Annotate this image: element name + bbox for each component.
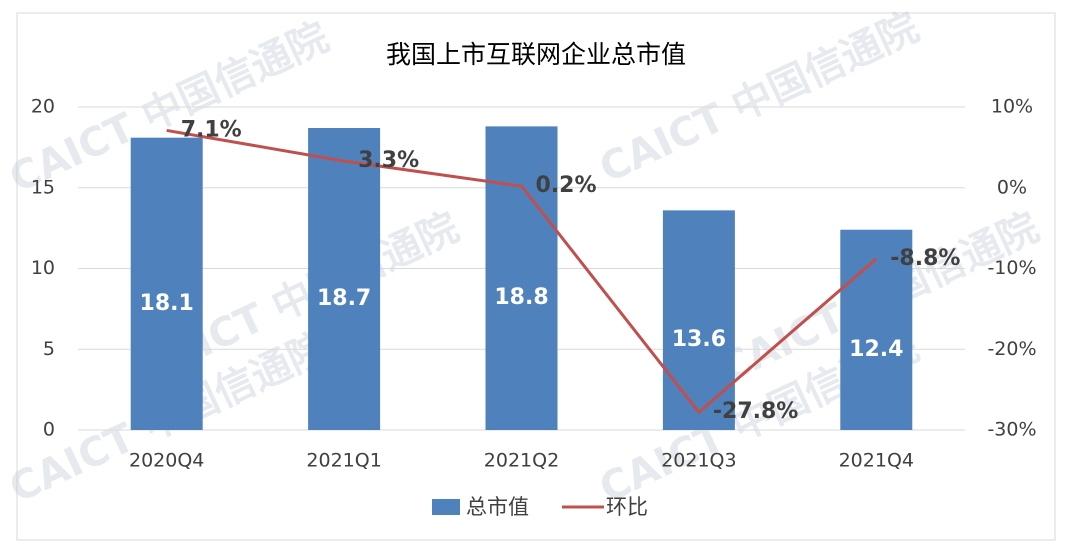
legend-label: 总市值 (466, 495, 529, 519)
y2-tick-label: 0% (997, 176, 1027, 198)
x-tick-label: 2021Q1 (306, 450, 381, 472)
bar (485, 126, 558, 430)
y-tick-label: 0 (43, 419, 55, 441)
x-tick-label: 2021Q3 (661, 450, 736, 472)
y2-tick-label: -20% (987, 338, 1036, 360)
y2-tick-label: -10% (987, 257, 1036, 279)
y2-tick-label: 10% (991, 96, 1033, 118)
bar (662, 210, 735, 430)
y-tick-label: 20 (31, 96, 55, 118)
bar-value-label: 12.4 (849, 337, 903, 362)
line-value-label: -27.8% (713, 399, 798, 424)
bar-value-label: 18.7 (317, 286, 371, 311)
line-value-label: 3.3% (358, 148, 419, 173)
line-value-label: -8.8% (890, 246, 960, 271)
bar (840, 229, 913, 430)
x-tick-label: 2021Q4 (839, 450, 914, 472)
bar (130, 137, 203, 430)
x-tick-label: 2020Q4 (129, 450, 204, 472)
y-tick-label: 10 (31, 257, 55, 279)
bar-value-label: 13.6 (672, 327, 726, 352)
legend-swatch (432, 499, 460, 515)
bar-value-label: 18.8 (494, 285, 548, 310)
chart-title: 我国上市互联网企业总市值 (386, 40, 686, 69)
line (166, 128, 878, 415)
line-value-label: 0.2% (536, 173, 597, 198)
bar (308, 127, 381, 431)
bar-value-label: 18.1 (140, 291, 194, 316)
y2-tick-label: -30% (987, 419, 1036, 441)
x-tick-label: 2021Q2 (484, 450, 559, 472)
line-value-label: 7.1% (181, 117, 242, 142)
legend-label: 环比 (606, 495, 648, 519)
y-tick-label: 15 (31, 176, 55, 198)
y-tick-label: 5 (43, 338, 55, 360)
